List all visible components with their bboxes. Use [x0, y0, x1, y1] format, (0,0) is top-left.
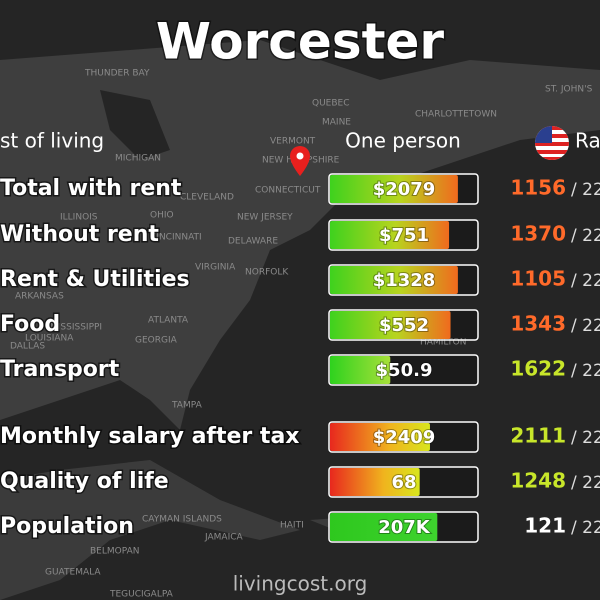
rank: 121 [524, 514, 566, 538]
map-label: TAMPA [171, 401, 203, 411]
header-rank: Ra [575, 129, 600, 153]
rank: 1105 [510, 267, 566, 291]
location-pin [290, 146, 310, 176]
bar-fill [330, 513, 438, 541]
title: Worcester [156, 13, 445, 71]
rank: 2111 [510, 424, 566, 448]
map-label: OHIO [150, 211, 174, 221]
bar-fill [330, 266, 458, 294]
map-label: HAMILTON [420, 338, 466, 348]
map-label: CLEVELAND [180, 193, 234, 203]
map-label: ILLINOIS [60, 213, 98, 223]
rank-total: / 22 [571, 428, 600, 448]
map-label: ARKANSAS [15, 292, 64, 302]
map-label: VIRGINIA [195, 263, 236, 273]
location-pin-dot [296, 152, 304, 160]
rank: 1248 [510, 469, 566, 493]
map-label: CONNECTICUT [255, 186, 321, 196]
header-column: One person [345, 129, 461, 153]
bar-fill [330, 356, 391, 384]
map-label: ATLANTA [148, 316, 189, 326]
rank-total: / 22 [571, 361, 600, 381]
rank-total: / 22 [571, 316, 600, 336]
map-label: QUEBEC [312, 99, 350, 109]
header-label: st of living [0, 129, 104, 153]
rank: 1343 [510, 312, 566, 336]
map-label: NEW JERSEY [237, 213, 293, 223]
row-label: Transport [0, 357, 120, 382]
map-label: CHARLOTTETOWN [415, 110, 497, 120]
bar-fill [330, 468, 420, 496]
bar-fill [330, 221, 450, 249]
map-label: CAYMAN ISLANDS [142, 515, 222, 525]
bar-fill [330, 423, 430, 451]
bar-value: $2079 [373, 179, 436, 200]
row-label: Rent & Utilities [0, 267, 190, 292]
us-flag [535, 126, 569, 160]
map-label: HAITI [280, 521, 304, 531]
bar-value: 207K [378, 517, 431, 538]
map-label: DALLAS [10, 342, 45, 352]
bar-fill [330, 175, 458, 203]
bar-fill [330, 311, 451, 339]
row-label: Total with rent [0, 176, 182, 201]
bar-value: $50.9 [376, 360, 433, 381]
map-label: LOUISIANA [25, 334, 74, 344]
row-label: Population [0, 514, 134, 539]
map-label: MISSISSIPPI [50, 323, 102, 333]
map-label: THUNDER BAY [84, 69, 150, 79]
rank-total: / 22 [571, 271, 600, 291]
bar-value: $1328 [373, 270, 436, 291]
rank: 1370 [510, 222, 566, 246]
rank: 1156 [510, 176, 566, 200]
map-label: DELAWARE [228, 237, 278, 247]
map-label: MAINE [322, 118, 351, 128]
rank-total: / 22 [571, 180, 600, 200]
footer: livingcost.org [233, 572, 368, 596]
map-label: CINCINNATI [150, 233, 202, 243]
map-label: GEORGIA [135, 336, 178, 346]
rank: 1622 [510, 357, 566, 381]
bar-value: $751 [379, 225, 429, 246]
rank-total: / 22 [571, 473, 600, 493]
map-label: MICHIGAN [115, 154, 161, 164]
rank-total: / 22 [571, 226, 600, 246]
bar-value: $552 [379, 315, 429, 336]
map-label: NORFOLK [245, 268, 289, 278]
row-label: Food [0, 312, 60, 337]
map-label: ST. JOHN'S [545, 85, 593, 95]
row-label: Monthly salary after tax [0, 424, 299, 449]
map-label: GUATEMALA [45, 568, 101, 578]
map-label: JAMAICA [204, 533, 244, 543]
bar-value: 68 [391, 472, 416, 493]
map-label: VERMONT [270, 137, 316, 147]
map-label: BELMOPAN [90, 547, 139, 557]
bar-value: $2409 [373, 427, 436, 448]
row-label: Without rent [0, 222, 159, 247]
row-label: Quality of life [0, 469, 169, 494]
rank-total: / 22 [571, 518, 600, 538]
map-label: TEGUCIGALPA [109, 590, 174, 600]
